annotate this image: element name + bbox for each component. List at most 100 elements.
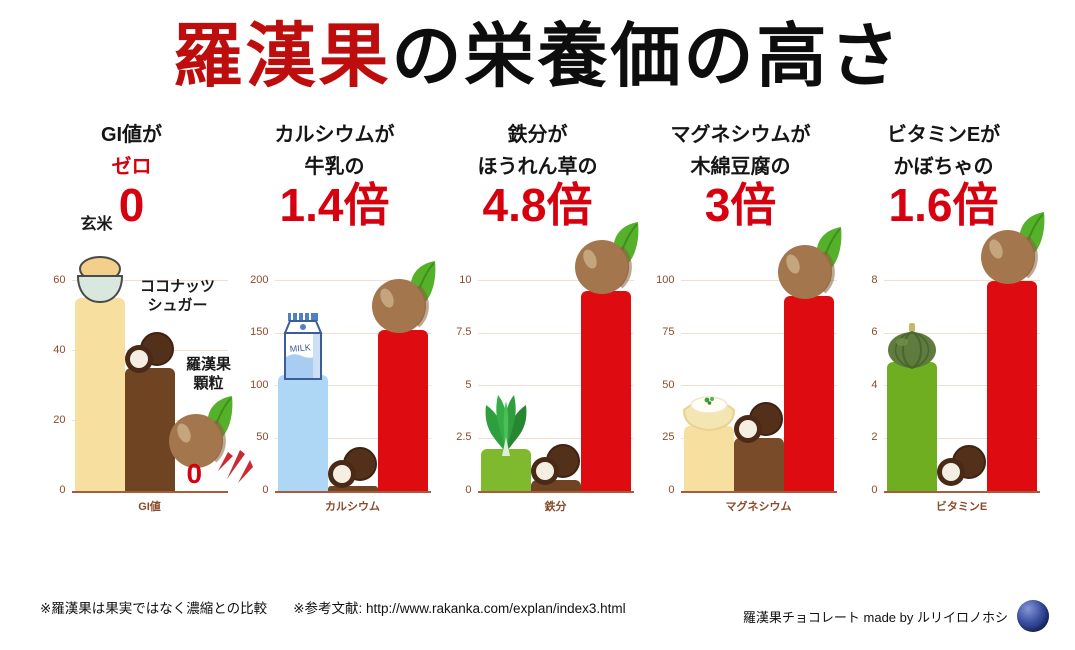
y-tick-label: 200 (250, 273, 269, 286)
chart-gi: GI値が ゼロ 0 0 20 40 60 玄米 ココナッツ シュガー 0 羅漢果 顆粒 GI値 (30, 123, 253, 533)
gridline (274, 332, 431, 334)
plot (477, 221, 638, 493)
zero-value-label: 0 (186, 457, 203, 489)
gridline (71, 280, 228, 282)
rice-bowl-icon (69, 252, 131, 306)
bar-ココナッツシュガー (327, 485, 378, 491)
bar-annotation-label: ココナッツ シュガー (139, 277, 215, 315)
svg-text:MILK: MILK (289, 342, 311, 354)
y-tick-label: 20 (53, 413, 66, 426)
coconut-icon (731, 400, 787, 446)
note-comparison: ※羅漢果は果実ではなく濃縮との比較 (40, 601, 268, 616)
plot (680, 226, 841, 493)
y-tick-label: 5 (465, 378, 472, 391)
x-axis-label: 鉄分 (544, 500, 567, 513)
monkfruit-icon (774, 226, 844, 304)
x-axis-label: ビタミンE (935, 500, 988, 513)
chart-header-line1: カルシウムが (274, 123, 395, 146)
gridline (477, 280, 634, 282)
bar-ココナッツシュガー (733, 437, 784, 491)
page-title-highlight: 羅漢果 (172, 17, 392, 95)
milk-icon: MILK (277, 311, 329, 383)
chart-header-line2: ほうれん草の (477, 155, 598, 178)
plot (883, 211, 1044, 493)
y-tick-label: 40 (53, 343, 66, 356)
chart-multiplier: 0 (118, 178, 145, 231)
y-tick-label: 50 (256, 431, 269, 444)
chart-header-line2: かぼちゃの (893, 155, 994, 178)
gridline (477, 332, 634, 334)
chart-multiplier: 1.6倍 (888, 178, 999, 231)
coconut-icon (325, 445, 381, 491)
chart-iron: 鉄分が ほうれん草の 4.8倍 0 2.5 5 7.5 10 鉄分 (436, 124, 639, 533)
plot-area: 0 20 40 60 玄米 ココナッツ シュガー 0 羅漢果 顆粒 GI値 (34, 216, 253, 533)
monkfruit-icon (977, 211, 1047, 289)
y-tick-label: 0 (262, 483, 269, 496)
y-tick-label: 10 (459, 273, 472, 286)
chart-header-line2: 木綿豆腐の (690, 155, 791, 178)
y-tick-label: 100 (250, 378, 269, 391)
bar-牛乳 (277, 374, 328, 491)
gridline (680, 332, 837, 334)
pumpkin-icon (884, 320, 940, 370)
x-axis-label: マグネシウム (725, 500, 792, 513)
chart-multiplier: 4.8倍 (482, 178, 593, 231)
gridline (680, 280, 837, 282)
plot-area: 0 2.5 5 7.5 10 鉄分 (440, 221, 638, 533)
page-title-rest: の栄養価の高さ (391, 17, 903, 95)
gridline (477, 437, 634, 439)
chart-multiplier: 3倍 (704, 178, 777, 231)
y-tick-label: 2.5 (456, 431, 472, 444)
bar-玄米 (74, 297, 125, 491)
y-tick-label: 0 (871, 483, 878, 496)
bar-羅漢果 (377, 329, 428, 491)
bar-羅漢果 (986, 280, 1037, 491)
bar-羅漢果 (783, 295, 834, 491)
charts-row: GI値が ゼロ 0 0 20 40 60 玄米 ココナッツ シュガー 0 羅漢果 顆粒 GI値 カルシウ… (0, 124, 1075, 533)
y-tick-label: 100 (656, 273, 675, 286)
coconut-icon (122, 330, 178, 376)
y-tick-label: 4 (871, 378, 878, 391)
y-tick-label: 25 (662, 431, 675, 444)
y-tick-label: 7.5 (456, 326, 472, 339)
monkfruit-icon (571, 221, 641, 299)
gridline (680, 385, 837, 387)
gridline (274, 437, 431, 439)
spinach-icon (477, 377, 535, 457)
coconut-icon (934, 443, 990, 489)
bar-木綿豆腐 (683, 425, 734, 491)
bar-かぼちゃ (886, 361, 937, 491)
gridline (274, 385, 431, 387)
plot-area: 0 2 4 6 8 ビタミンE (846, 211, 1044, 533)
gridline (883, 332, 1040, 334)
chart-header-line1: マグネシウムが (670, 123, 811, 146)
gridline (274, 280, 431, 282)
plot: 玄米 ココナッツ シュガー 0 羅漢果 顆粒 (71, 216, 253, 493)
plot-area: 0 25 50 75 100 マグネシウム (643, 226, 841, 533)
credit-line: 羅漢果チョコレート made by ルリイロノホシ (743, 600, 1049, 632)
y-tick-label: 0 (59, 483, 66, 496)
chart-header-line1: ビタミンEが (886, 123, 1001, 146)
chart-header-line2: ゼロ (111, 155, 152, 178)
x-axis-label: GI値 (138, 500, 161, 513)
gridline (883, 385, 1040, 387)
y-tick-label: 0 (668, 483, 675, 496)
chart-header-line2: 牛乳の (304, 155, 365, 178)
chart-vitamin-e: ビタミンEが かぼちゃの 1.6倍 0 2 4 6 8 ビタミンE (842, 124, 1045, 533)
gridline (883, 437, 1040, 439)
note-reference: ※参考文献: http://www.rakanka.com/explan/ind… (293, 601, 626, 616)
gridline (477, 385, 634, 387)
monkfruit-icon (165, 395, 235, 473)
chart-multiplier: 1.4倍 (279, 178, 390, 231)
x-axis-label: カルシウム (325, 500, 380, 513)
chart-magnesium: マグネシウムが 木綿豆腐の 3倍 0 25 50 75 100 マグネシウム (639, 124, 842, 533)
chart-header-line1: GI値が (100, 123, 163, 146)
y-tick-label: 50 (662, 378, 675, 391)
plot-area: 0 50 100 150 200 MILK カルシウム (237, 260, 435, 533)
page-title: 羅漢果の栄養価の高さ (0, 0, 1075, 94)
bar-annotation-label: 玄米 (80, 215, 113, 233)
y-tick-label: 8 (871, 273, 878, 286)
planet-logo (1017, 600, 1049, 632)
plot: MILK (274, 260, 435, 493)
